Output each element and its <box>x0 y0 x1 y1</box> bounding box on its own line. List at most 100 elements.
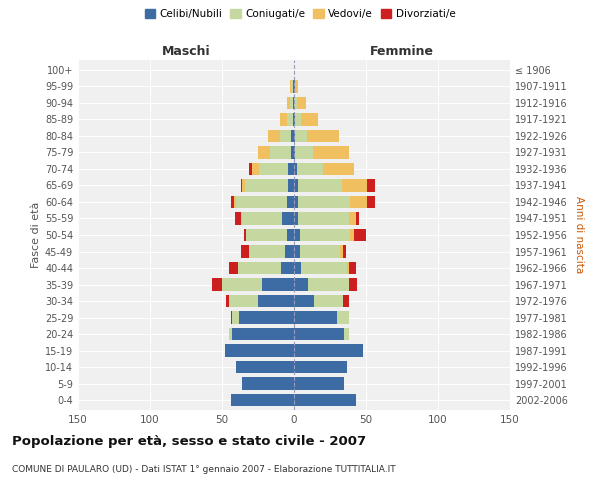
Bar <box>241 180 242 192</box>
Bar <box>298 212 349 224</box>
Bar <box>242 180 245 192</box>
Bar <box>235 212 241 224</box>
Bar <box>280 130 291 142</box>
Bar <box>294 96 297 109</box>
Bar <box>294 262 301 274</box>
Bar <box>229 262 238 274</box>
Bar <box>281 262 294 274</box>
Bar <box>297 163 323 175</box>
Bar <box>247 229 287 241</box>
Bar <box>287 196 294 208</box>
Bar <box>229 295 258 307</box>
Bar <box>356 212 359 224</box>
Bar <box>212 278 222 290</box>
Bar <box>298 196 350 208</box>
Bar <box>268 130 280 142</box>
Bar <box>295 113 301 126</box>
Bar <box>307 130 338 142</box>
Bar <box>239 312 294 324</box>
Bar <box>232 312 239 324</box>
Bar <box>294 246 300 258</box>
Bar <box>238 262 281 274</box>
Bar <box>293 96 294 109</box>
Bar <box>295 146 313 158</box>
Bar <box>294 212 298 224</box>
Bar <box>291 146 294 158</box>
Bar <box>245 180 288 192</box>
Bar <box>294 394 356 406</box>
Text: Maschi: Maschi <box>161 44 211 58</box>
Bar <box>236 361 294 374</box>
Bar <box>252 163 259 175</box>
Bar <box>349 212 356 224</box>
Bar <box>290 96 293 109</box>
Bar <box>286 246 294 258</box>
Bar <box>294 80 295 92</box>
Bar <box>343 246 346 258</box>
Bar <box>230 196 233 208</box>
Bar <box>287 113 293 126</box>
Bar <box>294 146 295 158</box>
Y-axis label: Fasce di età: Fasce di età <box>31 202 41 268</box>
Bar <box>250 246 286 258</box>
Bar <box>269 146 291 158</box>
Bar <box>349 278 358 290</box>
Bar <box>291 80 293 92</box>
Bar <box>242 212 283 224</box>
Bar <box>337 312 349 324</box>
Bar <box>262 278 294 290</box>
Bar <box>300 229 350 241</box>
Legend: Celibi/Nubili, Coniugati/e, Vedovi/e, Divorziati/e: Celibi/Nubili, Coniugati/e, Vedovi/e, Di… <box>140 5 460 24</box>
Bar <box>294 163 297 175</box>
Bar <box>294 295 314 307</box>
Bar <box>280 113 287 126</box>
Bar <box>298 180 341 192</box>
Bar <box>241 246 250 258</box>
Bar <box>244 229 247 241</box>
Bar <box>323 163 355 175</box>
Bar <box>222 278 262 290</box>
Bar <box>308 278 349 290</box>
Bar <box>294 328 344 340</box>
Bar <box>287 229 294 241</box>
Bar <box>288 163 294 175</box>
Bar <box>294 180 298 192</box>
Bar <box>294 344 363 357</box>
Bar <box>250 163 252 175</box>
Bar <box>313 146 349 158</box>
Bar <box>294 113 295 126</box>
Bar <box>258 295 294 307</box>
Bar <box>294 312 337 324</box>
Bar <box>341 180 367 192</box>
Bar <box>300 246 340 258</box>
Bar <box>293 113 294 126</box>
Bar <box>288 180 294 192</box>
Bar <box>236 196 287 208</box>
Bar <box>291 130 294 142</box>
Text: Popolazione per età, sesso e stato civile - 2007: Popolazione per età, sesso e stato civil… <box>12 435 366 448</box>
Bar <box>340 246 343 258</box>
Bar <box>347 262 349 274</box>
Bar <box>232 328 294 340</box>
Bar <box>233 196 236 208</box>
Bar <box>314 295 343 307</box>
Bar <box>349 262 356 274</box>
Bar <box>258 146 269 158</box>
Bar <box>367 180 374 192</box>
Bar <box>350 196 367 208</box>
Bar <box>225 344 294 357</box>
Bar <box>294 130 295 142</box>
Bar <box>242 378 294 390</box>
Bar <box>259 163 288 175</box>
Bar <box>226 295 229 307</box>
Bar <box>355 229 366 241</box>
Bar <box>294 229 300 241</box>
Bar <box>294 378 344 390</box>
Bar <box>283 212 294 224</box>
Text: COMUNE DI PAULARO (UD) - Dati ISTAT 1° gennaio 2007 - Elaborazione TUTTITALIA.IT: COMUNE DI PAULARO (UD) - Dati ISTAT 1° g… <box>12 465 395 474</box>
Bar <box>230 394 294 406</box>
Text: Femmine: Femmine <box>370 44 434 58</box>
Bar <box>343 295 349 307</box>
Y-axis label: Anni di nascita: Anni di nascita <box>574 196 584 274</box>
Bar <box>297 96 305 109</box>
